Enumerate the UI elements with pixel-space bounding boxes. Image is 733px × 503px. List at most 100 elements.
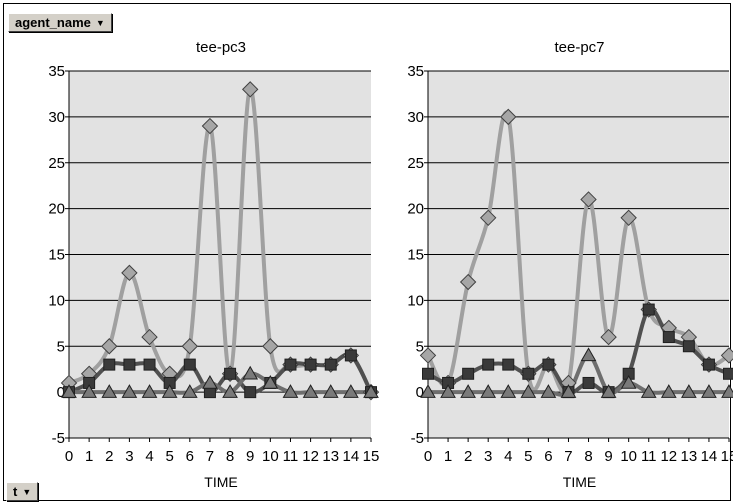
x-tick-label: 6 xyxy=(544,448,552,465)
data-point-square xyxy=(183,358,196,371)
y-tick-label: 5 xyxy=(57,338,65,355)
x-tick-label: 2 xyxy=(464,448,472,465)
x-tick-label: 8 xyxy=(226,448,234,465)
x-tick-label: 15 xyxy=(363,448,380,465)
data-point-triangle xyxy=(302,384,319,398)
x-tick-label: 11 xyxy=(283,448,299,465)
x-axis-label: TIME xyxy=(204,474,237,490)
y-tick-label: 20 xyxy=(48,201,65,218)
data-point-square xyxy=(344,349,357,362)
x-tick-label: 4 xyxy=(504,448,512,465)
data-point-square xyxy=(324,358,337,371)
data-point-diamond xyxy=(141,328,158,346)
x-tick-label: 10 xyxy=(262,448,279,465)
data-point-triangle xyxy=(660,384,677,398)
dropdown-arrow-icon: ▼ xyxy=(95,18,105,28)
y-tick-label: 0 xyxy=(416,384,424,401)
y-tick-label: -5 xyxy=(411,430,424,447)
x-tick-label: 5 xyxy=(524,448,532,465)
data-point-square xyxy=(542,358,555,371)
series-line-square xyxy=(68,352,373,395)
data-point-square xyxy=(723,367,733,380)
data-point-triangle xyxy=(701,384,717,398)
data-point-square xyxy=(522,367,535,380)
y-tick-label: -5 xyxy=(52,430,65,447)
data-point-triangle xyxy=(580,347,597,362)
data-point-triangle xyxy=(343,384,359,398)
data-point-diamond xyxy=(101,338,118,355)
series-line-triangle xyxy=(427,353,729,397)
data-point-square xyxy=(642,303,655,316)
x-tick-label: 6 xyxy=(186,448,194,465)
data-point-triangle xyxy=(222,384,238,398)
x-tick-label: 14 xyxy=(343,448,360,465)
data-point-diamond xyxy=(201,117,219,135)
x-tick-label: 11 xyxy=(641,448,657,465)
x-tick-label: 0 xyxy=(65,448,73,465)
x-tick-label: 8 xyxy=(584,448,592,465)
t-field-button[interactable]: t ▼ xyxy=(6,482,39,501)
data-point-diamond xyxy=(600,328,617,346)
data-point-triangle xyxy=(620,374,637,389)
data-point-triangle xyxy=(440,384,456,398)
data-point-triangle xyxy=(480,384,497,398)
data-point-square xyxy=(422,367,434,380)
agent-name-field-label: agent_name xyxy=(15,15,91,30)
y-tick-label: 15 xyxy=(48,247,65,264)
y-tick-label: 20 xyxy=(407,201,424,218)
chart-title: tee-pc3 xyxy=(196,39,246,56)
chart-title: tee-pc7 xyxy=(554,39,604,56)
x-tick-label: 14 xyxy=(701,448,718,465)
dropdown-arrow-icon: ▼ xyxy=(22,487,32,497)
data-point-triangle xyxy=(81,384,97,398)
data-point-diamond xyxy=(479,209,497,227)
data-point-triangle xyxy=(202,374,218,389)
data-point-triangle xyxy=(500,384,517,398)
x-tick-label: 10 xyxy=(620,448,637,465)
x-tick-label: 9 xyxy=(604,448,612,465)
data-point-diamond xyxy=(181,338,199,355)
t-field-label: t xyxy=(13,484,18,499)
data-point-diamond xyxy=(580,191,597,208)
x-tick-label: 12 xyxy=(302,448,319,465)
data-point-square xyxy=(304,358,317,371)
y-tick-label: 5 xyxy=(416,338,424,355)
x-tick-label: 13 xyxy=(681,448,698,465)
data-point-diamond xyxy=(620,209,637,227)
data-point-square xyxy=(482,358,495,371)
y-tick-label: 0 xyxy=(57,384,65,401)
x-tick-label: 9 xyxy=(246,448,254,465)
data-point-diamond xyxy=(459,273,477,291)
data-point-square xyxy=(662,331,675,344)
data-point-triangle xyxy=(681,384,697,398)
y-tick-label: 25 xyxy=(48,155,65,172)
data-point-triangle xyxy=(141,384,158,398)
data-point-triangle xyxy=(61,384,77,398)
series-line-square xyxy=(427,306,730,395)
data-point-square xyxy=(702,358,715,371)
y-tick-label: 10 xyxy=(48,292,65,309)
x-tick-label: 0 xyxy=(424,448,432,465)
data-point-square xyxy=(123,358,136,371)
x-axis-label: TIME xyxy=(563,474,596,490)
x-tick-label: 12 xyxy=(660,448,677,465)
y-tick-label: 15 xyxy=(407,247,424,264)
data-point-triangle xyxy=(101,384,118,398)
x-tick-label: 2 xyxy=(105,448,113,465)
data-point-square xyxy=(462,367,475,380)
data-point-square xyxy=(224,367,237,380)
data-point-diamond xyxy=(500,108,517,126)
data-point-triangle xyxy=(121,384,138,398)
x-tick-label: 4 xyxy=(145,448,153,465)
y-tick-label: 25 xyxy=(407,155,424,172)
data-point-triangle xyxy=(520,384,537,398)
data-point-triangle xyxy=(322,384,339,398)
data-point-triangle xyxy=(420,384,436,398)
x-tick-label: 7 xyxy=(564,448,572,465)
y-tick-label: 10 xyxy=(407,292,424,309)
x-tick-label: 1 xyxy=(444,448,452,465)
data-point-triangle xyxy=(363,384,379,398)
data-point-triangle xyxy=(161,384,178,398)
agent-name-field-button[interactable]: agent_name ▼ xyxy=(8,13,112,32)
x-tick-label: 7 xyxy=(206,448,214,465)
